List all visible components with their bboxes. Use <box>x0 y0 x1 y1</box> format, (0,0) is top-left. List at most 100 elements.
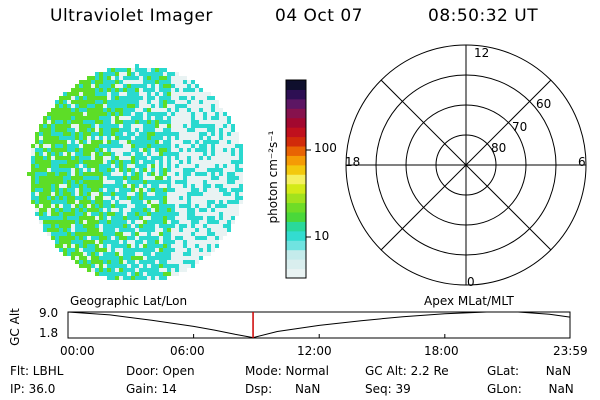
uv-pixel <box>183 184 187 188</box>
uv-pixel <box>203 212 207 216</box>
uv-pixel <box>151 188 155 192</box>
uv-pixel <box>227 204 231 208</box>
uv-pixel <box>171 168 175 172</box>
uv-pixel <box>155 240 159 244</box>
uv-pixel <box>67 216 71 220</box>
uv-pixel <box>123 220 127 224</box>
uv-pixel <box>155 228 159 232</box>
uv-pixel <box>71 96 75 100</box>
uv-pixel <box>155 180 159 184</box>
uv-pixel <box>99 128 103 132</box>
uv-pixel <box>135 136 139 140</box>
uv-pixel <box>239 180 243 184</box>
uv-pixel <box>131 124 135 128</box>
uv-pixel <box>163 228 167 232</box>
uv-pixel <box>191 264 195 268</box>
uv-pixel <box>187 220 191 224</box>
uv-pixel <box>87 256 91 260</box>
uv-pixel <box>67 112 71 116</box>
uv-pixel <box>51 212 55 216</box>
uv-pixel <box>183 212 187 216</box>
uv-pixel <box>51 224 55 228</box>
uv-pixel <box>115 264 119 268</box>
uv-pixel <box>35 184 39 188</box>
uv-pixel <box>63 208 67 212</box>
uv-pixel <box>215 236 219 240</box>
uv-pixel <box>191 260 195 264</box>
uv-pixel <box>231 136 235 140</box>
uv-pixel <box>171 208 175 212</box>
uv-pixel <box>231 152 235 156</box>
uv-pixel <box>103 116 107 120</box>
colorbar-swatch <box>286 249 306 260</box>
uv-pixel <box>35 140 39 144</box>
uv-pixel <box>87 148 91 152</box>
uv-pixel <box>199 92 203 96</box>
uv-pixel <box>119 96 123 100</box>
uv-pixel <box>83 160 87 164</box>
colorbar-unit-label: photon cm⁻²s⁻¹ <box>266 130 280 224</box>
uv-pixel <box>71 108 75 112</box>
uv-pixel <box>159 260 163 264</box>
uv-pixel <box>131 236 135 240</box>
uv-pixel <box>107 252 111 256</box>
uv-pixel <box>183 88 187 92</box>
uv-pixel <box>227 208 231 212</box>
uv-pixel <box>219 184 223 188</box>
uv-pixel <box>139 264 143 268</box>
uv-pixel <box>119 76 123 80</box>
uv-pixel <box>135 232 139 236</box>
uv-pixel <box>227 132 231 136</box>
uv-pixel <box>59 188 63 192</box>
uv-pixel <box>103 244 107 248</box>
uv-pixel <box>219 216 223 220</box>
uv-pixel <box>111 188 115 192</box>
uv-pixel <box>167 128 171 132</box>
uv-pixel <box>107 232 111 236</box>
uv-pixel <box>91 76 95 80</box>
uv-pixel <box>75 180 79 184</box>
uv-pixel <box>151 252 155 256</box>
uv-pixel <box>79 88 83 92</box>
uv-pixel <box>119 184 123 188</box>
uv-pixel <box>187 176 191 180</box>
uv-pixel <box>131 92 135 96</box>
uv-pixel <box>215 228 219 232</box>
uv-pixel <box>167 172 171 176</box>
uv-pixel <box>51 168 55 172</box>
uv-pixel <box>211 116 215 120</box>
uv-pixel <box>167 160 171 164</box>
uv-pixel <box>83 128 87 132</box>
uv-pixel <box>147 76 151 80</box>
uv-pixel <box>187 140 191 144</box>
uv-pixel <box>55 108 59 112</box>
uv-pixel <box>175 228 179 232</box>
uv-pixel <box>79 184 83 188</box>
uv-pixel <box>103 192 107 196</box>
uv-pixel <box>143 224 147 228</box>
uv-pixel <box>127 152 131 156</box>
uv-pixel <box>135 100 139 104</box>
uv-pixel <box>199 224 203 228</box>
uv-pixel <box>167 120 171 124</box>
uv-pixel <box>195 256 199 260</box>
uv-pixel <box>139 96 143 100</box>
uv-pixel <box>195 172 199 176</box>
uv-pixel <box>183 260 187 264</box>
uv-pixel <box>175 264 179 268</box>
uv-image-disk <box>27 64 243 280</box>
uv-pixel <box>107 240 111 244</box>
uv-pixel <box>195 200 199 204</box>
uv-pixel <box>39 176 43 180</box>
uv-pixel <box>195 212 199 216</box>
uv-pixel <box>167 156 171 160</box>
uv-pixel <box>91 248 95 252</box>
uv-pixel <box>95 180 99 184</box>
uv-pixel <box>123 236 127 240</box>
uv-pixel <box>207 140 211 144</box>
uv-pixel <box>87 132 91 136</box>
uv-pixel <box>75 196 79 200</box>
uv-pixel <box>215 160 219 164</box>
uv-pixel <box>151 268 155 272</box>
uv-pixel <box>139 76 143 80</box>
